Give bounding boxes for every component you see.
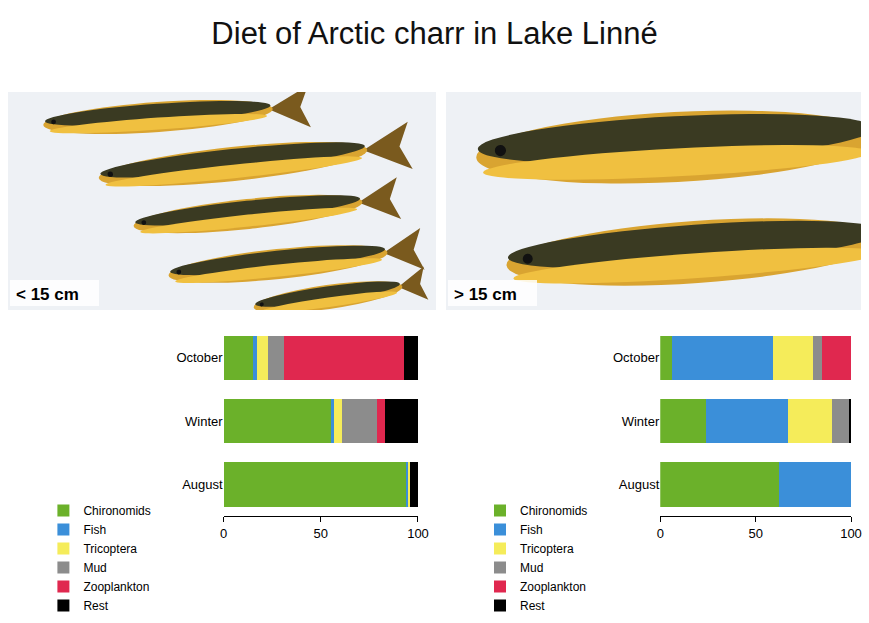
- svg-text:Rest: Rest: [520, 599, 545, 613]
- svg-text:100: 100: [840, 526, 862, 541]
- svg-text:Tricoptera: Tricoptera: [520, 542, 574, 556]
- svg-text:50: 50: [314, 526, 328, 541]
- svg-text:Chironomids: Chironomids: [520, 504, 587, 518]
- svg-text:< 15 cm: < 15 cm: [16, 285, 79, 304]
- svg-text:August: August: [619, 477, 660, 492]
- svg-text:Tricoptera: Tricoptera: [83, 542, 137, 556]
- svg-text:August: August: [182, 477, 223, 492]
- svg-text:Winter: Winter: [622, 414, 660, 429]
- svg-text:Zooplankton: Zooplankton: [520, 580, 586, 594]
- svg-text:Fish: Fish: [520, 523, 543, 537]
- html-text:Diet of Arctic charr in Lake L: Diet of Arctic charr in Lake Linné: [211, 16, 658, 51]
- svg-text:October: October: [176, 350, 223, 365]
- svg-text:Mud: Mud: [83, 561, 106, 575]
- svg-text:0: 0: [220, 526, 227, 541]
- svg-text:50: 50: [748, 526, 762, 541]
- svg-text:Rest: Rest: [83, 599, 108, 613]
- svg-text:Winter: Winter: [185, 414, 223, 429]
- svg-text:Fish: Fish: [83, 523, 106, 537]
- svg-text:100: 100: [407, 526, 429, 541]
- svg-text:> 15 cm: > 15 cm: [454, 285, 517, 304]
- svg-text:Zooplankton: Zooplankton: [83, 580, 149, 594]
- svg-text:Mud: Mud: [520, 561, 543, 575]
- svg-text:October: October: [613, 350, 660, 365]
- svg-text:0: 0: [657, 526, 664, 541]
- svg-text:Chironomids: Chironomids: [83, 504, 150, 518]
